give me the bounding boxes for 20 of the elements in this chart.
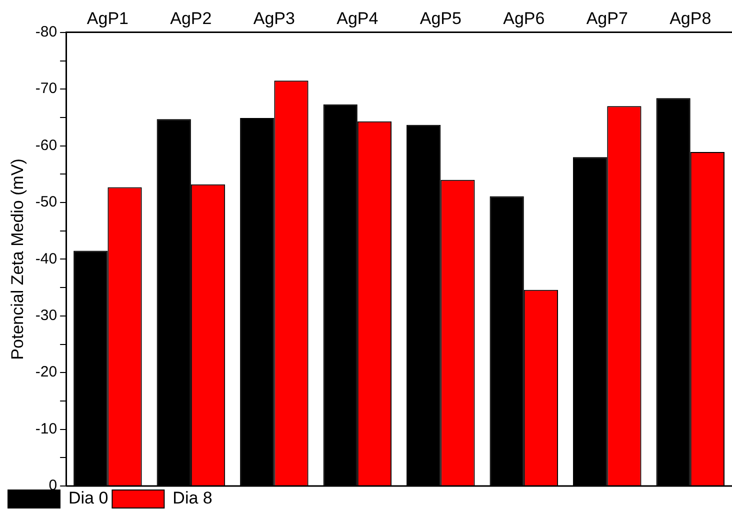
y-tick-label: -10 bbox=[35, 420, 58, 438]
y-tick-label: -50 bbox=[35, 194, 58, 211]
x-tick-label: AgP4 bbox=[336, 8, 378, 28]
y-tick-label: -80 bbox=[35, 24, 58, 41]
x-tick-label: AgP5 bbox=[420, 8, 462, 28]
y-tick-label: -70 bbox=[35, 80, 58, 98]
y-tick-label: 0 bbox=[48, 477, 58, 494]
y-tick-label: -30 bbox=[35, 307, 58, 324]
x-tick-label: AgP3 bbox=[253, 8, 295, 28]
legend-label: Dia 8 bbox=[172, 488, 212, 508]
y-tick-label: -20 bbox=[35, 364, 58, 381]
x-tick-label: AgP8 bbox=[670, 8, 712, 28]
y-tick-label: -40 bbox=[35, 250, 58, 268]
y-tick-label: -60 bbox=[35, 136, 58, 154]
x-tick-label: AgP2 bbox=[170, 8, 212, 28]
x-tick-label: AgP6 bbox=[503, 8, 545, 28]
y-axis-title: Potencial Zeta Medio (mV) bbox=[8, 158, 27, 360]
x-tick-label: AgP7 bbox=[586, 8, 628, 28]
legend-label: Dia 0 bbox=[68, 488, 108, 508]
x-tick-label: AgP1 bbox=[86, 8, 128, 28]
